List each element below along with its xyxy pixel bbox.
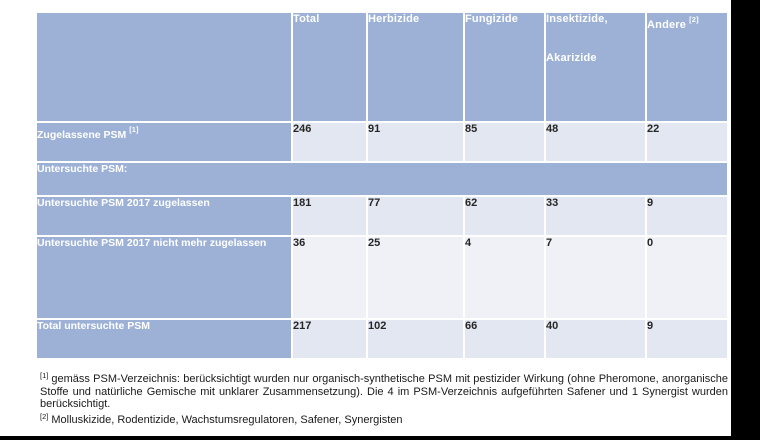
row-label: Untersuchte PSM 2017 zugelassen: [37, 197, 291, 235]
cell-value: 62: [465, 197, 544, 235]
cell-value: 25: [368, 237, 463, 318]
row-label: Untersuchte PSM 2017 nicht mehr zugelass…: [37, 237, 291, 318]
black-edge-bottom: [0, 436, 760, 440]
col-header-label: Fungizide: [465, 13, 519, 25]
cell-value: 22: [647, 123, 727, 161]
footnote-1-text: gemäss PSM-Verzeichnis: berücksichtigt w…: [40, 373, 728, 411]
psm-table: Total Herbizide Fungizide Insektizide, A…: [35, 11, 729, 360]
row-label-text: Zugelassene PSM: [37, 129, 127, 141]
footnote-2-marker: [2]: [40, 411, 49, 421]
col-header-label-line2: Akarizide: [546, 52, 597, 64]
footnote-ref-2: [2]: [689, 15, 699, 24]
table-row-untersuchte-2017-zugelassen: Untersuchte PSM 2017 zugelassen 181 77 6…: [37, 197, 727, 235]
col-header-total: Total: [293, 13, 366, 121]
cell-value: 77: [368, 197, 463, 235]
cell-value: 9: [647, 197, 727, 235]
cell-value: 66: [465, 320, 544, 358]
cell-value: 48: [546, 123, 645, 161]
row-label: Zugelassene PSM [1]: [37, 123, 291, 161]
cell-value: 217: [293, 320, 366, 358]
corner-cell: [37, 13, 291, 121]
footnote-ref-1: [1]: [129, 125, 139, 134]
cell-value: 246: [293, 123, 366, 161]
col-header-label: Total: [293, 13, 320, 25]
black-edge-right: [731, 0, 760, 440]
cell-value: 9: [647, 320, 727, 358]
col-header-insektizide-akarizide: Insektizide, Akarizide: [546, 13, 645, 121]
cell-value: 0: [647, 237, 727, 318]
cell-value: 7: [546, 237, 645, 318]
cell-value: 33: [546, 197, 645, 235]
table-row-total-untersuchte-psm: Total untersuchte PSM 217 102 66 40 9: [37, 320, 727, 358]
col-header-label: Herbizide: [368, 13, 420, 25]
cell-value: 4: [465, 237, 544, 318]
cell-value: 40: [546, 320, 645, 358]
cell-value: 91: [368, 123, 463, 161]
col-header-label-line1: Insektizide,: [546, 13, 608, 25]
section-label: Untersuchte PSM:: [37, 163, 727, 195]
psm-table-wrapper: Total Herbizide Fungizide Insektizide, A…: [35, 11, 729, 360]
col-header-label: Andere: [647, 19, 687, 31]
col-header-andere: Andere [2]: [647, 13, 727, 121]
cell-value: 181: [293, 197, 366, 235]
header-row: Total Herbizide Fungizide Insektizide, A…: [37, 13, 727, 121]
table-row-zugelassene-psm: Zugelassene PSM [1] 246 91 85 48 22: [37, 123, 727, 161]
col-header-fungizide: Fungizide: [465, 13, 544, 121]
cell-value: 102: [368, 320, 463, 358]
footnote-1: [1] gemäss PSM-Verzeichnis: berücksichtig…: [40, 370, 728, 411]
cell-value: 85: [465, 123, 544, 161]
cell-value: 36: [293, 237, 366, 318]
section-row-untersuchte-psm: Untersuchte PSM:: [37, 163, 727, 195]
footnote-1-marker: [1]: [40, 371, 49, 380]
col-header-herbizide: Herbizide: [368, 13, 463, 121]
footnotes-block: [1] gemäss PSM-Verzeichnis: berücksichtig…: [40, 370, 728, 426]
footnote-2-text: Molluskizide, Rodentizide, Wachstumsregu…: [51, 413, 403, 426]
table-row-untersuchte-2017-nicht-mehr-zugelassen: Untersuchte PSM 2017 nicht mehr zugelass…: [37, 237, 727, 318]
footnote-2: [2] Molluskizide, Rodentizide, Wachstumsr…: [40, 411, 728, 427]
row-label: Total untersuchte PSM: [37, 320, 291, 358]
